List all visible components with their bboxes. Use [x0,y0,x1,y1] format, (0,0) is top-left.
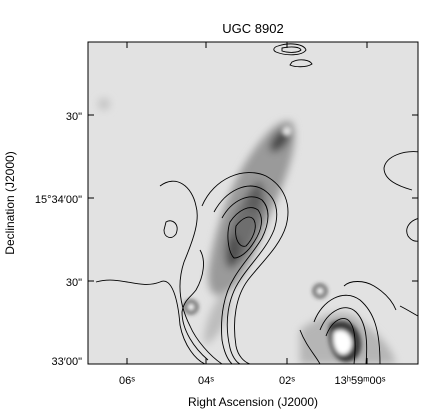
contours [95,43,418,364]
tick-marks [88,42,418,364]
x-axis-label: Right Ascension (J2000) [188,395,318,409]
x-tick-label: 13ʰ59ᵐ00ˢ [335,375,386,387]
y-axis-label: Declination (J2000) [3,151,17,254]
x-tick-label: 02ˢ [279,375,295,387]
y-tick-label: 33′00" [52,356,83,368]
image-panel [88,42,418,364]
x-tick-label: 04ˢ [198,375,214,387]
point-sources [184,126,362,362]
plot-frame [87,41,419,365]
x-tick-label: 06ˢ [119,375,135,387]
y-tick-label: 15°34′00" [35,194,82,206]
figure-title: UGC 8902 [222,21,283,36]
y-tick-label: 30" [66,277,82,289]
y-tick-label: 30" [66,111,82,123]
